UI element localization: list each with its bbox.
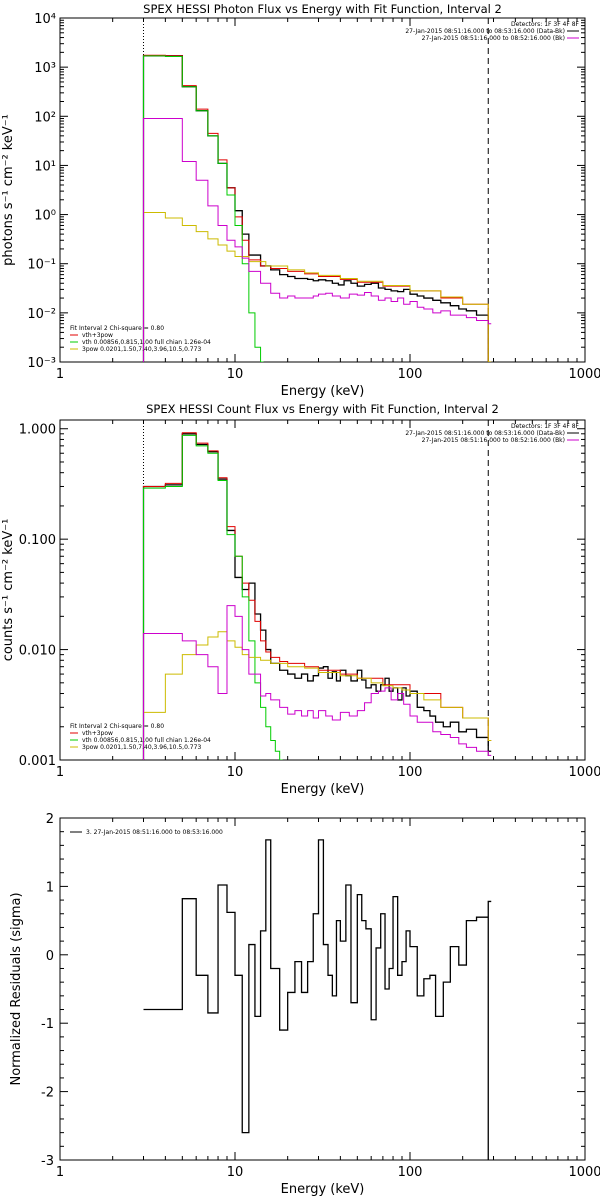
legend-entry: vth+3pow — [82, 332, 113, 339]
y-tick-label: 1.000 — [19, 423, 56, 438]
chart-title: SPEX HESSI Count Flux vs Energy with Fit… — [146, 402, 499, 416]
legend-entry: vth 0.00856,0.815,1.00 full chian 1.26e-… — [82, 339, 211, 346]
y-tick-label: 10² — [34, 110, 56, 125]
legend-entry: vth+3pow — [82, 730, 113, 737]
y-tick-label: 2 — [46, 812, 54, 827]
y-tick-label: 0.010 — [19, 644, 56, 659]
y-axis: 0.001 0.010 0.100 1.000 counts s⁻¹ cm⁻² keV⁻… — [1, 423, 585, 769]
plot-frame — [59, 817, 586, 1161]
chart-title: SPEX HESSI Photon Flux vs Energy with Fi… — [143, 2, 502, 16]
series-3pow — [143, 212, 492, 362]
x-tick-label: 10 — [227, 367, 244, 382]
x-tick-label: 100 — [398, 367, 423, 382]
legend-detectors: Detectors: 1F 3F 4F 8F — [511, 423, 580, 430]
x-axis: 1 10 100 1000 Energy (keV) — [56, 818, 600, 1197]
x-axis: 1 10 100 1000 Energy (keV) — [56, 420, 600, 797]
series-data-bk — [142, 55, 492, 362]
residuals-panel: 1 10 100 1000 Energy (keV) -3 -2 -1 0 1 2 Normalize… — [9, 812, 600, 1197]
x-tick-label: 10 — [227, 765, 244, 780]
y-axis-label: counts s⁻¹ cm⁻² keV⁻¹ — [1, 519, 16, 662]
y-tick-label: 10⁰ — [34, 209, 56, 224]
legend-entry: 3pow 0.0201,1.50,7.40,3.96,10.5,0.773 — [82, 744, 201, 751]
count-flux-panel: SPEX HESSI Count Flux vs Energy with Fit… — [1, 402, 600, 797]
series-group — [142, 54, 492, 362]
series-group — [142, 432, 492, 760]
y-tick-label: 10⁴ — [34, 12, 56, 27]
legend-fit-info: Fit Interval 2 Chi-square = 0.80 — [70, 325, 164, 332]
y-axis-label: photons s⁻¹ cm⁻² keV⁻¹ — [1, 114, 16, 266]
y-axis-label: Normalized Residuals (sigma) — [9, 892, 24, 1085]
y-tick-label: 10⁻² — [27, 307, 56, 322]
legend-entry: 27-Jan-2015 08:51:16.000 to 08:53:16.000… — [405, 28, 565, 35]
y-tick-label: -2 — [41, 1086, 54, 1101]
legend-entry: 27-Jan-2015 08:51:16.000 to 08:53:16.000… — [405, 430, 565, 437]
legend-bottom-left: Fit Interval 2 Chi-square = 0.80vth+3pow… — [70, 325, 211, 353]
legend-entry: 27-Jan-2015 08:51:16.000 to 08:52:16.000… — [422, 437, 565, 444]
legend-fit-info: Fit Interval 2 Chi-square = 0.80 — [70, 723, 164, 730]
x-tick-label: 1 — [56, 765, 64, 780]
y-tick-label: -1 — [41, 1017, 54, 1032]
x-tick-label: 1000 — [568, 367, 600, 382]
plot-frame — [59, 419, 586, 761]
legend-top-left: 3. 27-Jan-2015 08:51:16.000 to 08:53:16.… — [70, 829, 223, 836]
x-tick-label: 1000 — [568, 765, 600, 780]
x-tick-label: 100 — [398, 765, 423, 780]
x-tick-label: 1 — [56, 1165, 64, 1180]
y-tick-label: -3 — [41, 1154, 54, 1169]
y-tick-label: 0.001 — [19, 754, 56, 769]
legend-entry: 3. 27-Jan-2015 08:51:16.000 to 08:53:16.… — [86, 829, 223, 836]
x-axis-label: Energy (keV) — [281, 782, 365, 797]
plot-frame — [59, 17, 586, 363]
x-tick-label: 100 — [398, 1165, 423, 1180]
x-axis-label: Energy (keV) — [281, 384, 365, 399]
series-group — [143, 839, 492, 1160]
series-vth — [143, 55, 264, 362]
legend-entry: 27-Jan-2015 08:51:16.000 to 08:52:16.000… — [422, 35, 565, 42]
y-tick-label: 10⁻¹ — [27, 258, 56, 273]
legend-bottom-left: Fit Interval 2 Chi-square = 0.80vth+3pow… — [70, 723, 211, 751]
x-axis: 1 10 100 1000 Energy (keV) — [56, 18, 600, 399]
x-tick-label: 1000 — [568, 1165, 600, 1180]
y-tick-label: 1 — [46, 880, 54, 895]
legend-entry: 3pow 0.0201,1.50,7.40,3.96,10.5,0.773 — [82, 346, 201, 353]
x-tick-label: 1 — [56, 367, 64, 382]
series-vth — [143, 434, 283, 760]
series-vth-3pow — [143, 432, 492, 760]
legend-entry: vth 0.00856,0.815,1.00 full chian 1.26e-… — [82, 737, 211, 744]
y-tick-label: 10¹ — [34, 159, 56, 174]
series-3pow — [143, 631, 492, 760]
y-axis: 10⁻³ 10⁻² 10⁻¹ 10⁰ 10¹ 10² 10³ 10⁴ photons s⁻¹ c… — [1, 12, 585, 371]
photon-flux-panel: SPEX HESSI Photon Flux vs Energy with Fi… — [1, 2, 600, 399]
series-bk — [143, 605, 492, 760]
y-axis: -3 -2 -1 0 1 2 Normalized Residuals (sigma) — [9, 812, 585, 1169]
series-data-bk — [142, 433, 492, 760]
series-bk — [143, 118, 492, 362]
y-tick-label: 0 — [46, 949, 54, 964]
y-tick-label: 10³ — [34, 61, 56, 76]
series-3-27-jan-2015-08-51-16-000-to-08-53-16-000 — [143, 839, 492, 1160]
y-tick-label: 10⁻³ — [27, 356, 56, 371]
x-tick-label: 10 — [227, 1165, 244, 1180]
legend-detectors: Detectors: 1F 3F 4F 8F — [511, 21, 580, 28]
x-axis-label: Energy (keV) — [281, 1182, 365, 1197]
y-tick-label: 0.100 — [19, 533, 56, 548]
